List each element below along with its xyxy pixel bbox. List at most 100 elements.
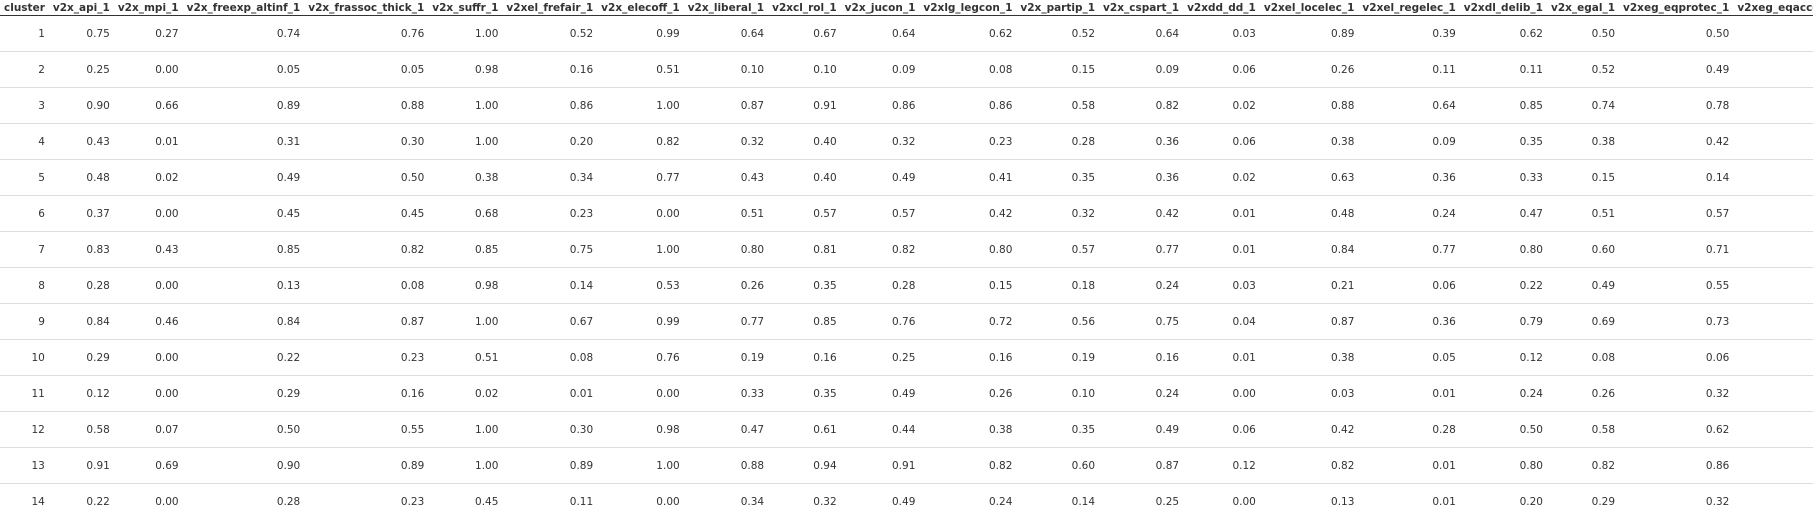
table-cell: 0.91 [768, 87, 841, 124]
table-cell: 0.60 [1016, 447, 1100, 484]
table-cell: 0.56 [1016, 303, 1100, 340]
table-cell: 0.99 [656, 27, 680, 40]
table-cell: 0.68 [428, 195, 503, 232]
table-cell: 0.42 [1619, 123, 1734, 160]
column-header-v2xel-locelec-1[interactable]: v2xel_locelec_1 [1259, 0, 1359, 16]
table-cell: 14 [0, 483, 49, 506]
table-cell: 0.43 [48, 123, 114, 160]
column-header-v2x-frassoc-thick-1[interactable]: v2x_frassoc_thick_1 [304, 0, 429, 16]
table-cell: 0.40 [768, 123, 841, 160]
table-cell: 0.05 [182, 51, 305, 88]
table-cell: 0.44 [1733, 195, 1813, 232]
table-cell: 0.62 [1519, 27, 1543, 40]
table-cell: 0.01 [1358, 447, 1460, 484]
table-cell: 0.89 [1331, 27, 1355, 40]
table-cell: 0.58 [1016, 87, 1100, 124]
table-cell: 0.01 [1183, 339, 1260, 376]
table-cell: 0.00 [113, 483, 183, 506]
column-header-v2x-jucon-1[interactable]: v2x_jucon_1 [840, 0, 920, 16]
column-header-v2xeg-eqaccess-1[interactable]: v2xeg_eqaccess_1 [1733, 0, 1813, 16]
table-cell: 0.02 [113, 159, 183, 196]
table-cell: 0.50 [1705, 27, 1730, 40]
table-cell: 1.00 [475, 27, 499, 40]
table-cell: 0.64 [892, 27, 916, 40]
table-cell: 0.05 [1358, 339, 1460, 376]
table-cell: 0.35 [768, 267, 841, 304]
table-cell: 0.01 [502, 375, 598, 412]
column-header-v2x-elecoff-1[interactable]: v2x_elecoff_1 [597, 0, 684, 16]
column-header-v2x-cspart-1[interactable]: v2x_cspart_1 [1099, 0, 1184, 16]
table-cell: 0.76 [400, 27, 425, 40]
table-row: 8 0.28 0.00 0.13 0.08 0.98 0.14 0.53 0.26 0.35 0.2… [0, 267, 1813, 304]
table-cell: 0.36 [1099, 123, 1184, 160]
table-cell: 0.80 [683, 231, 769, 268]
table-cell: 0.35 [1733, 123, 1813, 160]
table-cell: 0.42 [1099, 195, 1184, 232]
table-cell: 0.49 [1099, 411, 1184, 448]
table-cell: 0.08 [1546, 339, 1620, 376]
table-cell: 0.09 [1358, 123, 1460, 160]
table-cell: 0.15 [1016, 51, 1100, 88]
table-cell: 0.77 [683, 303, 769, 340]
table-cell: 0.01 [1358, 375, 1460, 412]
table-cell: 1 [38, 27, 45, 40]
table-cell: 0.00 [113, 195, 183, 232]
column-header-cluster[interactable]: cluster [0, 0, 49, 16]
column-header-v2xel-frefair-1[interactable]: v2xel_frefair_1 [502, 0, 598, 16]
column-header-v2xdd-dd-1[interactable]: v2xdd_dd_1 [1183, 0, 1260, 16]
table-cell: 9 [0, 303, 49, 340]
table-cell: 0.25 [1099, 483, 1184, 506]
table-cell: 0.16 [919, 339, 1017, 376]
table-cell: 0.28 [1358, 411, 1460, 448]
table-cell: 0.87 [683, 87, 769, 124]
table-cell: 0.42 [919, 195, 1017, 232]
table-row: 13 0.91 0.69 0.90 0.89 1.00 0.89 1.00 0.88 0.94 0.… [0, 447, 1813, 484]
table-cell: 0.71 [1619, 231, 1734, 268]
table-cell: 0.51 [683, 195, 769, 232]
table-cell: 0.47 [683, 411, 769, 448]
column-header-v2x-api-1[interactable]: v2x_api_1 [48, 0, 114, 16]
column-header-v2xcl-rol-1[interactable]: v2xcl_rol_1 [768, 0, 841, 16]
column-header-v2x-mpi-1[interactable]: v2x_mpi_1 [113, 0, 183, 16]
table-cell: 0.00 [597, 483, 684, 506]
table-cell: 0.15 [919, 267, 1017, 304]
column-header-v2x-suffr-1[interactable]: v2x_suffr_1 [428, 0, 503, 16]
table-cell: 0.88 [683, 447, 769, 484]
table-cell: 0.49 [1733, 51, 1813, 88]
table-cell: 0.39 [1432, 27, 1456, 40]
column-header-v2x-partip-1[interactable]: v2x_partip_1 [1016, 0, 1100, 16]
table-cell: 0.42 [1259, 411, 1359, 448]
table-cell: 0.89 [182, 87, 305, 124]
column-header-v2xeg-eqprotec-1[interactable]: v2xeg_eqprotec_1 [1619, 0, 1734, 16]
table-cell: 0.57 [768, 195, 841, 232]
column-header-v2x-freexp-altinf-1[interactable]: v2x_freexp_altinf_1 [182, 0, 305, 16]
table-cell: 0.00 [113, 51, 183, 88]
table-cell: 0.82 [919, 447, 1017, 484]
column-header-v2x-liberal-1[interactable]: v2x_liberal_1 [683, 0, 769, 16]
table-cell: 0.87 [1259, 303, 1359, 340]
table-cell: 0.46 [113, 303, 183, 340]
table-cell: 0.00 [1183, 483, 1260, 506]
table-cell: 0.55 [1733, 411, 1813, 448]
table-cell: 0.28 [840, 267, 920, 304]
table-cell: 0.18 [1016, 267, 1100, 304]
table-cell: 0.49 [840, 483, 920, 506]
table-cell: 0.82 [1099, 87, 1184, 124]
column-header-v2xlg-legcon-1[interactable]: v2xlg_legcon_1 [919, 0, 1017, 16]
table-cell: 0.06 [1183, 51, 1260, 88]
table-cell: 0.35 [1016, 411, 1100, 448]
table-cell: 0.72 [919, 303, 1017, 340]
table-cell: 0.38 [919, 411, 1017, 448]
column-header-v2x-egal-1[interactable]: v2x_egal_1 [1546, 0, 1620, 16]
table-cell: 0.08 [919, 51, 1017, 88]
table-cell: 0.56 [1733, 16, 1813, 52]
column-header-v2xel-regelec-1[interactable]: v2xel_regelec_1 [1358, 0, 1460, 16]
table-cell: 0.41 [919, 159, 1017, 196]
table-cell: 0.32 [1619, 483, 1734, 506]
table-cell: 0.84 [1259, 231, 1359, 268]
table-cell: 0.83 [48, 231, 114, 268]
column-header-v2xdl-delib-1[interactable]: v2xdl_delib_1 [1459, 0, 1547, 16]
table-cell: 0.38 [1546, 123, 1620, 160]
table-cell: 0.24 [1358, 195, 1460, 232]
